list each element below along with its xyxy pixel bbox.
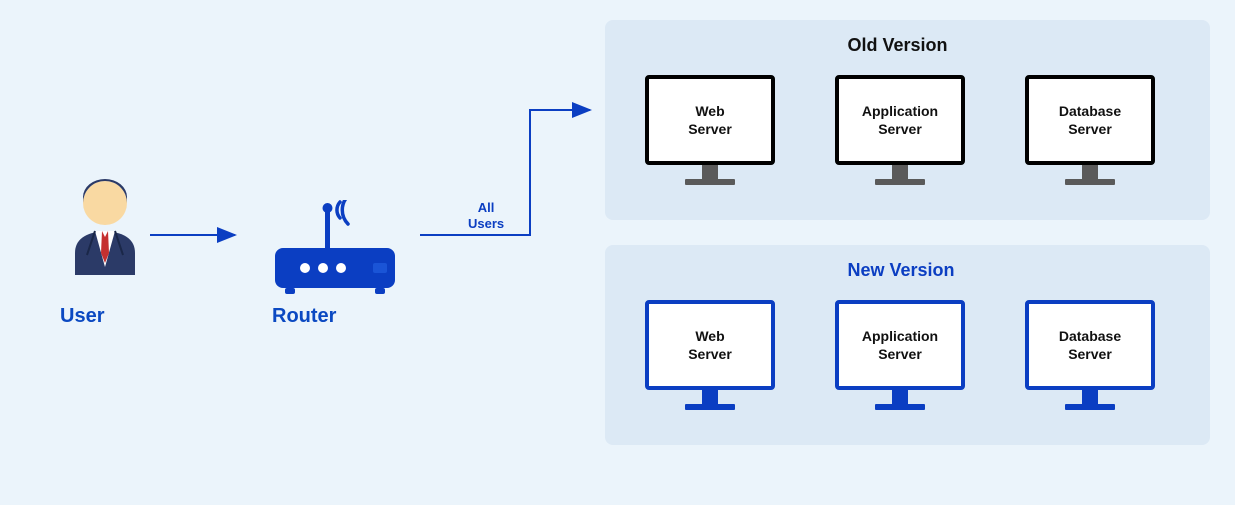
- monitor-base: [1065, 404, 1115, 410]
- user-label: User: [60, 305, 104, 328]
- router-label: Router: [272, 305, 336, 328]
- monitor-stand: [702, 165, 718, 179]
- user-icon: [65, 175, 145, 280]
- monitor-screen: WebServer: [645, 75, 775, 165]
- monitor-stand: [1082, 165, 1098, 179]
- monitor-screen: DatabaseServer: [1025, 300, 1155, 390]
- monitor-stand: [1082, 390, 1098, 404]
- diagram-canvas: User Router Old Version WebServer Applica…: [0, 0, 1235, 505]
- new-version-servers: WebServer ApplicationServer DatabaseServer: [645, 300, 1155, 410]
- new-version-title: New Version: [848, 260, 955, 281]
- server-monitor: WebServer: [645, 300, 775, 410]
- old-version-servers: WebServer ApplicationServer DatabaseServer: [645, 75, 1155, 185]
- monitor-base: [875, 179, 925, 185]
- monitor-stand: [892, 165, 908, 179]
- monitor-stand: [892, 390, 908, 404]
- monitor-screen: ApplicationServer: [835, 300, 965, 390]
- server-monitor: ApplicationServer: [835, 75, 965, 185]
- server-monitor: DatabaseServer: [1025, 75, 1155, 185]
- server-monitor: ApplicationServer: [835, 300, 965, 410]
- server-monitor: DatabaseServer: [1025, 300, 1155, 410]
- monitor-base: [1065, 179, 1115, 185]
- arrow-router-old: [420, 110, 590, 235]
- monitor-screen: ApplicationServer: [835, 75, 965, 165]
- old-version-title: Old Version: [848, 35, 948, 56]
- all-users-label: AllUsers: [468, 200, 504, 231]
- server-monitor: WebServer: [645, 75, 775, 185]
- monitor-screen: WebServer: [645, 300, 775, 390]
- monitor-base: [685, 179, 735, 185]
- router-icon: [265, 200, 405, 305]
- monitor-base: [685, 404, 735, 410]
- monitor-stand: [702, 390, 718, 404]
- monitor-screen: DatabaseServer: [1025, 75, 1155, 165]
- monitor-base: [875, 404, 925, 410]
